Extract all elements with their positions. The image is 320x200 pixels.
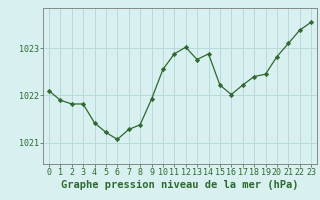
X-axis label: Graphe pression niveau de la mer (hPa): Graphe pression niveau de la mer (hPa) [61,180,299,190]
